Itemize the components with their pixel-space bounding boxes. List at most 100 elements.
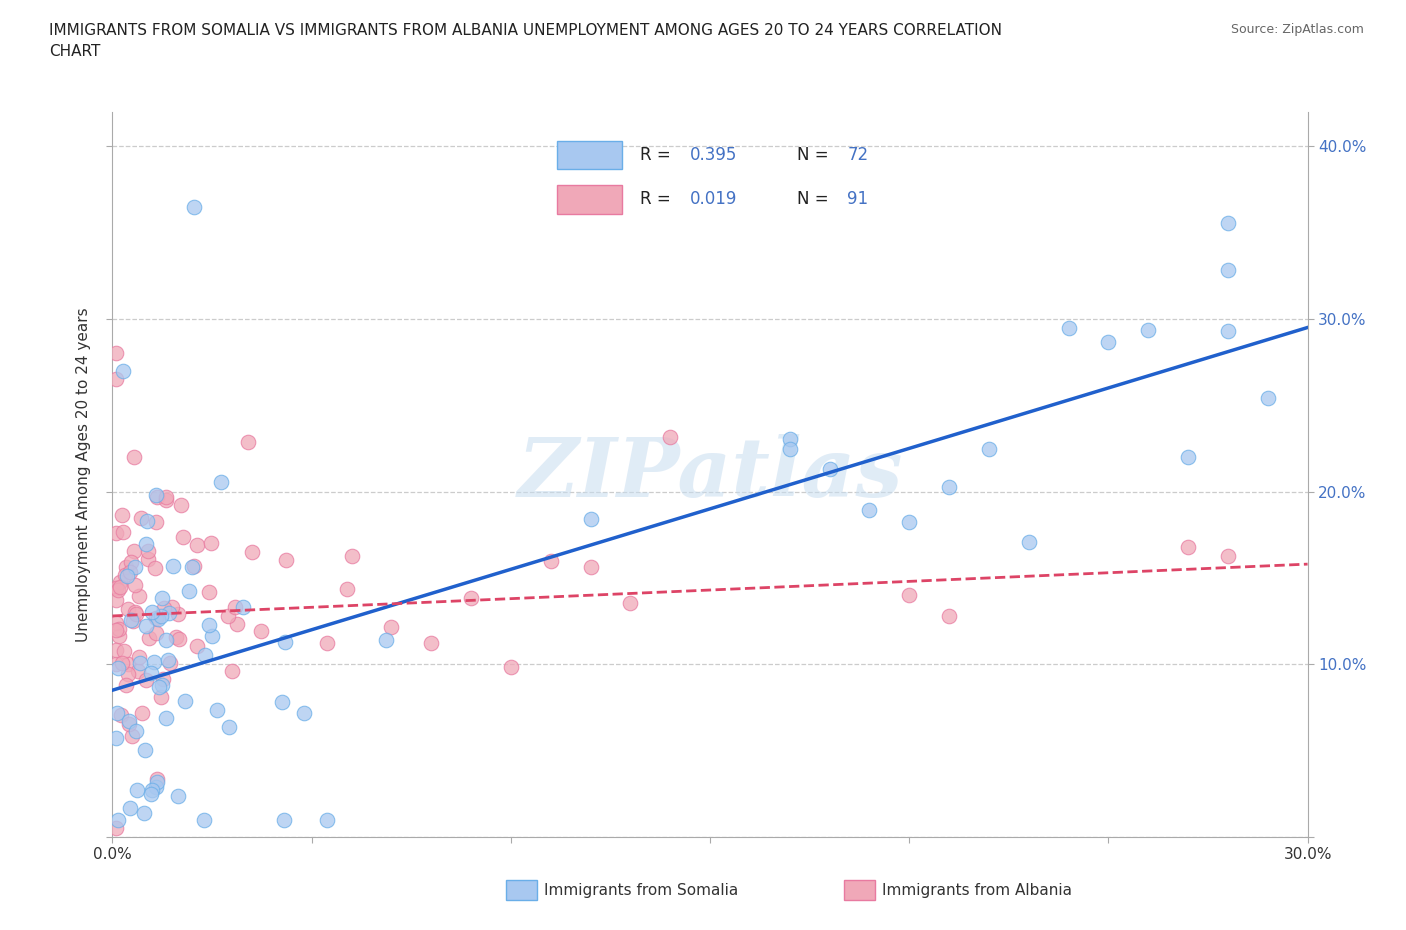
Point xyxy=(114,567,136,582)
Point xyxy=(273,812,295,827)
Point xyxy=(105,580,128,595)
Point xyxy=(105,616,128,631)
Point xyxy=(127,663,149,678)
Point xyxy=(141,783,163,798)
Point xyxy=(162,559,184,574)
Text: IMMIGRANTS FROM SOMALIA VS IMMIGRANTS FROM ALBANIA UNEMPLOYMENT AMONG AGES 20 TO: IMMIGRANTS FROM SOMALIA VS IMMIGRANTS FR… xyxy=(49,23,1002,60)
Point xyxy=(117,602,139,617)
Point xyxy=(315,636,337,651)
Point xyxy=(122,449,145,464)
Point xyxy=(167,631,190,646)
Point xyxy=(186,639,208,654)
Point xyxy=(110,708,132,723)
Text: Immigrants from Somalia: Immigrants from Somalia xyxy=(544,883,738,897)
Point xyxy=(173,694,195,709)
Text: Source: ZipAtlas.com: Source: ZipAtlas.com xyxy=(1230,23,1364,36)
Point xyxy=(1057,321,1080,336)
Point xyxy=(420,635,443,650)
Point xyxy=(1216,549,1239,564)
Point xyxy=(201,629,224,644)
Point xyxy=(139,665,162,680)
Point xyxy=(659,429,682,444)
Point xyxy=(224,599,246,614)
Point xyxy=(105,730,128,745)
Point xyxy=(294,706,316,721)
Point xyxy=(107,660,129,675)
Point xyxy=(135,513,157,528)
Point xyxy=(120,554,142,569)
Point xyxy=(120,613,142,628)
Point xyxy=(105,821,128,836)
Point xyxy=(124,578,146,592)
Point xyxy=(128,589,150,604)
Point xyxy=(221,664,243,679)
Point xyxy=(134,743,156,758)
Point xyxy=(193,812,215,827)
Point xyxy=(274,634,297,649)
Point xyxy=(898,515,921,530)
Point xyxy=(198,618,221,632)
Point xyxy=(152,600,174,615)
Point xyxy=(105,525,128,540)
Point xyxy=(579,560,602,575)
Point xyxy=(209,474,232,489)
Point xyxy=(155,493,177,508)
Point xyxy=(1257,391,1279,405)
Point xyxy=(124,606,146,621)
Point xyxy=(155,711,177,725)
Point xyxy=(1216,324,1239,339)
Point xyxy=(138,631,160,645)
Point xyxy=(460,591,482,605)
Y-axis label: Unemployment Among Ages 20 to 24 years: Unemployment Among Ages 20 to 24 years xyxy=(76,307,91,642)
Point xyxy=(145,487,167,502)
Point xyxy=(122,543,145,558)
Point xyxy=(139,787,162,802)
Point xyxy=(183,199,205,214)
Point xyxy=(166,606,188,621)
Point xyxy=(110,575,132,590)
Point xyxy=(152,671,174,686)
Point xyxy=(111,525,134,539)
Point xyxy=(167,789,190,804)
Text: ZIPatlas: ZIPatlas xyxy=(517,434,903,514)
Point xyxy=(105,592,128,607)
Point xyxy=(375,632,398,647)
Point xyxy=(135,619,157,634)
Point xyxy=(145,611,167,626)
Point xyxy=(159,605,181,620)
Point xyxy=(250,623,273,638)
Point xyxy=(180,560,202,575)
Point xyxy=(619,596,641,611)
Point xyxy=(160,599,183,614)
Point xyxy=(186,538,208,552)
Point xyxy=(149,689,172,704)
Point xyxy=(1177,449,1199,464)
Point xyxy=(200,535,222,550)
Point xyxy=(380,619,402,634)
Point xyxy=(118,713,141,728)
Point xyxy=(148,680,170,695)
Point xyxy=(145,779,167,794)
Point xyxy=(316,812,339,827)
Point xyxy=(141,604,163,619)
Point xyxy=(122,614,145,629)
Point xyxy=(124,560,146,575)
Point xyxy=(118,716,141,731)
Point xyxy=(818,461,841,476)
FancyBboxPatch shape xyxy=(506,880,537,900)
Point xyxy=(218,720,240,735)
Point xyxy=(108,580,131,595)
Point xyxy=(779,432,801,446)
Point xyxy=(236,435,259,450)
Point xyxy=(111,508,134,523)
Point xyxy=(117,657,139,671)
Point xyxy=(145,626,167,641)
Point xyxy=(499,659,522,674)
Point xyxy=(146,611,169,626)
Point xyxy=(111,656,134,671)
Point xyxy=(938,479,960,494)
Point xyxy=(145,775,167,790)
Point xyxy=(183,559,205,574)
Point xyxy=(121,728,143,743)
Point xyxy=(217,608,239,623)
